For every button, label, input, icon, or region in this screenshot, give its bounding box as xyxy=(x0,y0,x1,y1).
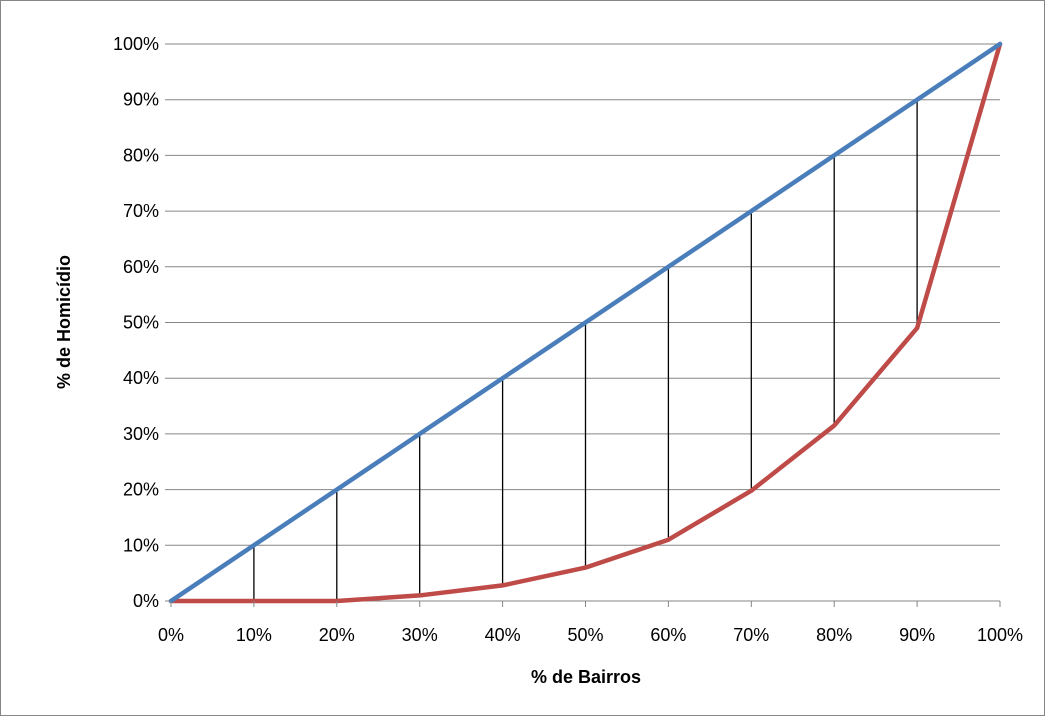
y-tick-label: 60% xyxy=(123,257,159,277)
equality-line xyxy=(168,41,1003,604)
y-tick-label: 90% xyxy=(123,90,159,110)
y-axis-ticks: 0% 10% 20% 30% 40% 50% 60% 70% 80% 90% 100% xyxy=(113,34,159,611)
x-tick-label: 20% xyxy=(319,625,355,645)
y-tick-label: 40% xyxy=(123,368,159,388)
lorenz-curve xyxy=(168,41,1003,604)
x-tick-label: 90% xyxy=(899,625,935,645)
y-tick-label: 80% xyxy=(123,145,159,165)
x-axis-title: % de Bairros xyxy=(531,667,641,687)
y-tick-label: 70% xyxy=(123,201,159,221)
x-tick-label: 10% xyxy=(236,625,272,645)
y-tick-label: 20% xyxy=(123,480,159,500)
x-tick-label: 30% xyxy=(402,625,438,645)
y-tick-label: 50% xyxy=(123,313,159,333)
y-tick-label: 10% xyxy=(123,535,159,555)
y-axis-title: % de Homicídio xyxy=(54,255,74,389)
y-tick-label: 0% xyxy=(133,591,159,611)
gap-lines xyxy=(253,99,918,601)
y-tick-label: 30% xyxy=(123,424,159,444)
x-tick-label: 70% xyxy=(733,625,769,645)
x-tick-label: 80% xyxy=(816,625,852,645)
series-lines xyxy=(168,41,1003,604)
x-axis-ticks: 0% 10% 20% 30% 40% 50% 60% 70% 80% 90% 100% xyxy=(158,601,1023,645)
x-tick-label: 40% xyxy=(485,625,521,645)
x-tick-label: 50% xyxy=(567,625,603,645)
x-tick-label: 0% xyxy=(158,625,184,645)
y-tick-label: 100% xyxy=(113,34,159,54)
x-tick-label: 60% xyxy=(650,625,686,645)
x-tick-label: 100% xyxy=(977,625,1023,645)
